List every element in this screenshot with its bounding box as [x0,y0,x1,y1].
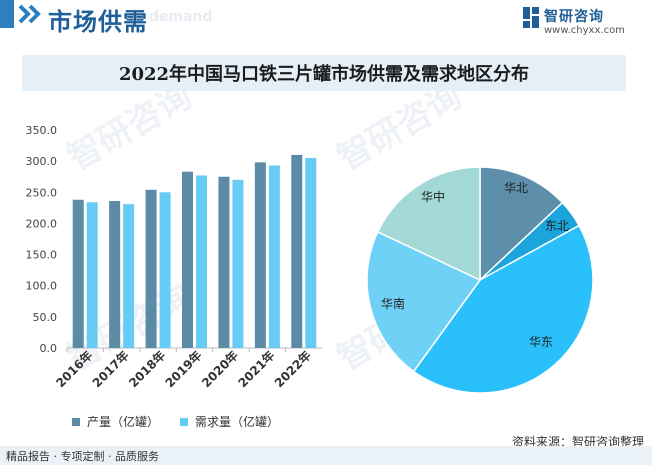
legend-swatch-production [72,417,80,426]
pie-label: 华北 [504,181,528,195]
bar [268,165,280,348]
legend-item-demand: 需求量（亿罐） [180,413,279,430]
x-tick-label: 2017年 [89,348,132,391]
x-tick-label: 2019年 [162,348,205,391]
logo-icon [523,7,539,28]
data-source: 资料来源：智研咨询整理 [511,435,644,449]
header-accent-bar [0,0,14,28]
footer-tagline: 精品报告 · 专项定制 · 品质服务 [6,450,159,463]
y-tick-label: 0.0 [40,342,58,355]
bar [145,189,157,348]
page-title: 市场供需 [48,7,148,36]
bar [196,175,207,348]
legend-label-demand: 需求量（亿罐） [195,415,280,429]
y-tick-label: 350.0 [26,124,58,137]
pie-slice [479,166,564,282]
chart-title-bar: 2022年中国马口铁三片罐市场供需及需求地区分布 [22,55,626,91]
y-tick-label: 50.0 [33,311,58,324]
bar [305,158,317,348]
x-tick-label: 2016年 [53,348,96,391]
pie-label: 华中 [421,189,445,204]
y-tick-label: 300.0 [26,155,58,168]
y-tick-label: 150.0 [26,249,58,262]
pie-label: 华东 [529,335,553,349]
bar [109,201,121,348]
chart-title: 2022年中国马口铁三片罐市场供需及需求地区分布 [118,64,530,85]
logo-url: www.chyxx.com [544,25,625,36]
pie-slice [376,166,481,282]
legend-swatch-demand [180,417,188,426]
logo-name: 智研咨询 [544,9,604,25]
pie-label: 东北 [545,219,569,233]
x-tick-label: 2021年 [235,348,278,391]
y-tick-label: 250.0 [26,186,58,199]
brand-logo: 智研咨询 www.chyxx.com [522,6,640,40]
pie-slice [412,224,594,394]
bar [159,192,171,348]
double-chevron-icon [18,4,41,24]
bar [232,179,244,348]
bar [86,202,98,348]
bar [123,204,135,348]
x-tick-label: 2022年 [271,348,314,391]
header-watermark-subtitle: nd demand [124,9,213,25]
page-header: nd demand 市场供需 智研咨询 www.chyxx.com [0,0,652,44]
bar [218,176,230,348]
pie-label: 华南 [381,296,405,311]
bar [72,199,84,348]
y-tick-label: 100.0 [26,280,58,293]
bar [291,154,303,348]
x-tick-label: 2020年 [198,348,241,391]
legend-item-production: 产量（亿罐） [72,413,159,430]
bar [182,171,193,348]
legend-label-production: 产量（亿罐） [87,415,160,429]
x-tick-label: 2018年 [125,348,168,391]
page-footer: 精品报告 · 专项定制 · 品质服务 [0,446,652,465]
bar [254,162,266,348]
y-tick-label: 200.0 [26,217,58,230]
